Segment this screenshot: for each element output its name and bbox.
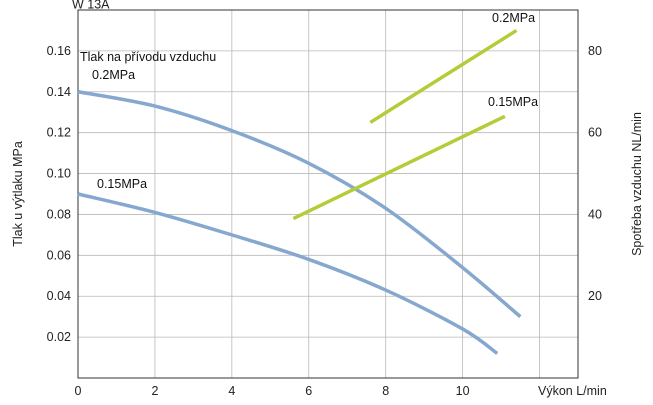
y-left-tick-label: 0.02: [47, 330, 71, 344]
series-label-consumption-0.2: 0.2MPa: [492, 11, 535, 25]
y-left-tick-label: 0.08: [47, 207, 71, 221]
y-right-tick-label: 40: [588, 207, 602, 221]
y-left-tick-label: 0.14: [47, 85, 71, 99]
y-left-tick-label: 0.10: [47, 167, 71, 181]
y-right-tick-label: 80: [588, 44, 602, 58]
y-left-tick-label: 0.16: [47, 44, 71, 58]
series-line-consumption-0.2MPa: [369, 28, 518, 124]
y-left-tick-label: 0.04: [47, 289, 71, 303]
series-lines: [77, 28, 522, 355]
series-label-consumption-0.15: 0.15MPa: [488, 95, 538, 109]
grid: [78, 10, 578, 378]
y-left-tick-label: 0.06: [47, 248, 71, 262]
y-left-axis-title: Tlak u výtlaku MPa: [11, 141, 25, 247]
legend-heading: Tlak na přívodu vzduchu: [80, 50, 216, 64]
x-tick-label: 8: [382, 384, 389, 398]
y-right-tick-label: 60: [588, 126, 602, 140]
series-line-consumption-0.15MPa: [292, 114, 506, 221]
y-left-tick-label: 0.12: [47, 126, 71, 140]
series-line-pressure-0.15MPa: [77, 192, 499, 355]
tick-labels: 0 2 4 6 8 10 0.02 0.04 0.06 0.08 0.10 0.12 0.14 0.16 2…: [47, 44, 602, 398]
series-label-pressure-0.2: 0.2MPa: [92, 68, 135, 82]
x-tick-label: 4: [228, 384, 235, 398]
plot-frame: [77, 9, 579, 379]
x-tick-label: 10: [456, 384, 470, 398]
series-label-pressure-0.15: 0.15MPa: [97, 177, 147, 191]
y-right-tick-label: 20: [588, 289, 602, 303]
x-tick-label: 6: [305, 384, 312, 398]
x-axis-title: Výkon L/min: [538, 384, 607, 398]
x-tick-label: 0: [75, 384, 82, 398]
x-tick-label: 2: [151, 384, 158, 398]
series-line-pressure-0.2MPa: [77, 90, 522, 319]
top-cutoff-text: W 13A: [72, 0, 110, 11]
y-right-axis-title: Spotřeba vzduchu NL/min: [630, 112, 644, 256]
